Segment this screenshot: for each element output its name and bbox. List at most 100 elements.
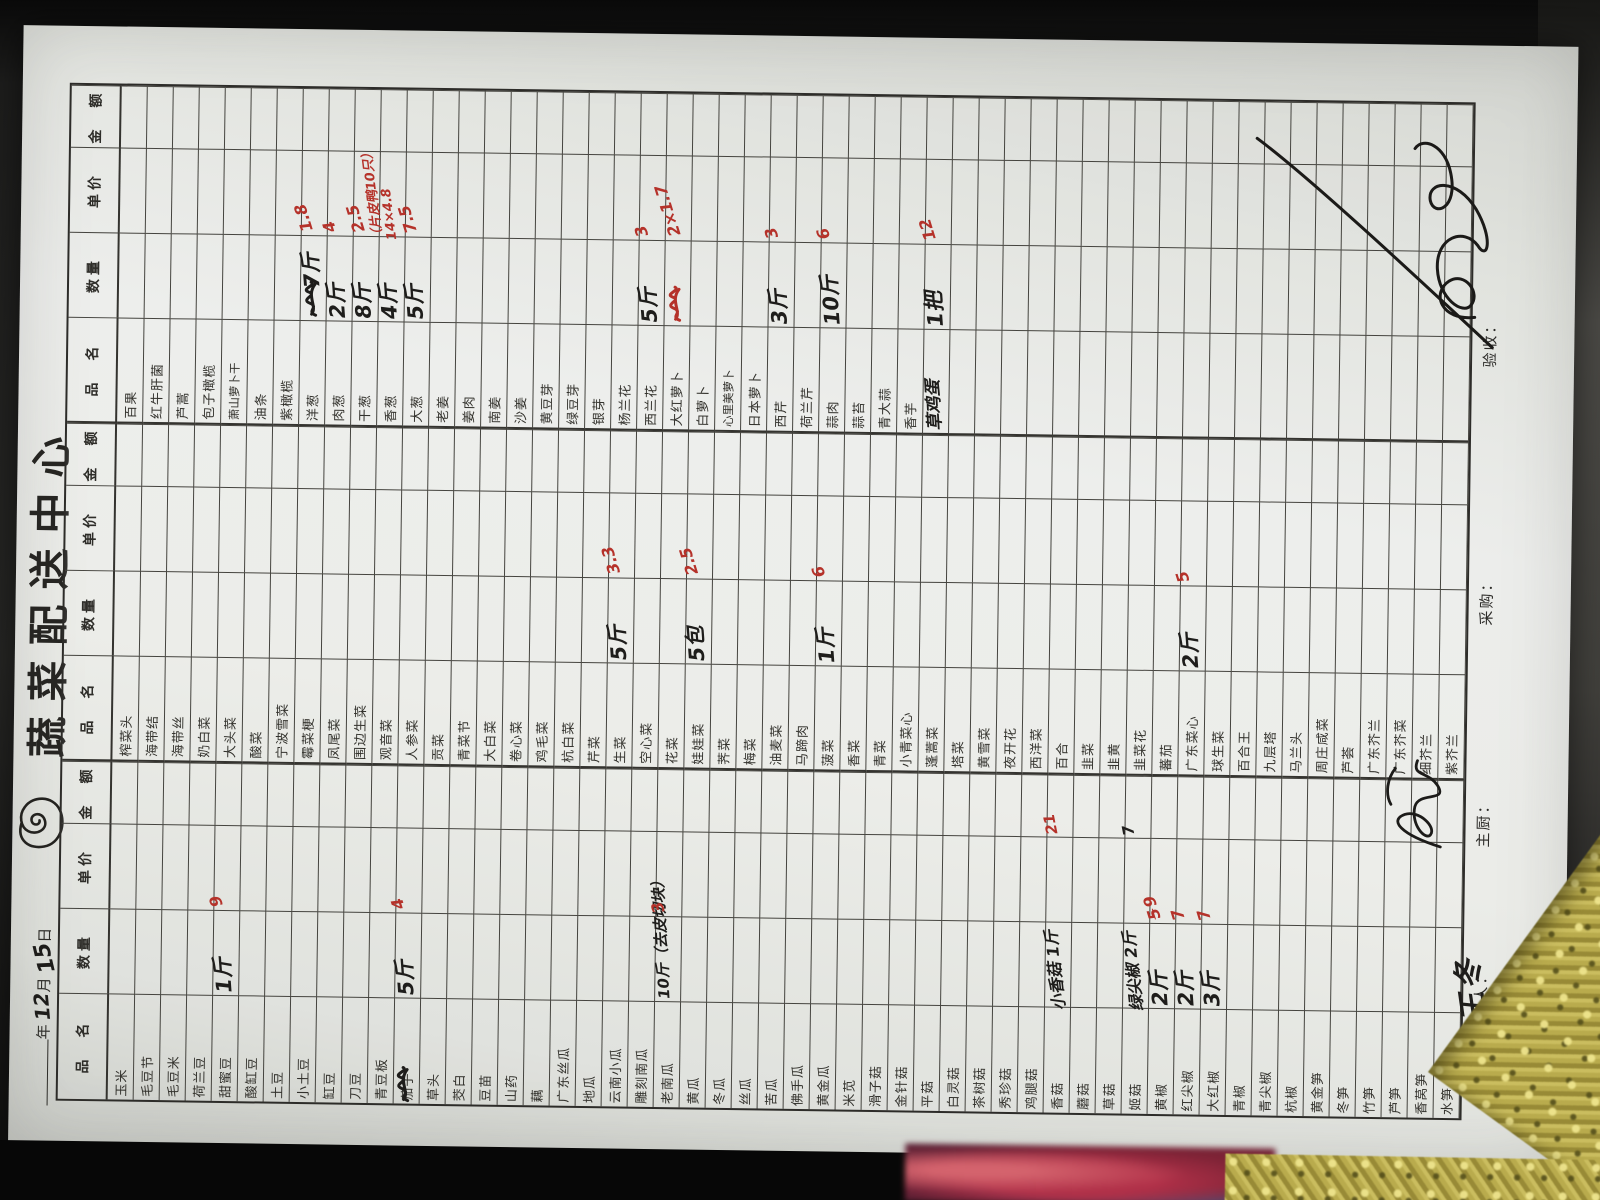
qty-cell: [1101, 584, 1129, 670]
qty-cell: [425, 574, 453, 661]
item-name-cell: [1208, 332, 1237, 440]
qty-cell: [785, 917, 813, 1004]
acceptor-label: 验收：: [1481, 316, 1500, 368]
item-name-cell: 黄椒: [1147, 1007, 1176, 1115]
price-cell: [526, 829, 554, 915]
qty-cell: [1045, 921, 1073, 1007]
price-cell: [1081, 160, 1109, 247]
price-cell: [275, 149, 303, 236]
amount-cell: [787, 770, 815, 834]
item-name-cell: 鸡毛菜: [528, 661, 556, 768]
amount-cell: [922, 434, 950, 498]
amount-cell: [1151, 775, 1179, 839]
item-name-cell: 海带丝: [164, 656, 192, 763]
order-table: 品 名数量 单价金 额品 名数量 单价金 额品 名数量 单价金 额玉米 榨菜头 百果 毛豆节…: [55, 82, 1476, 1121]
item-name-cell: 青菜: [866, 665, 894, 773]
item-name-cell: 韭菜: [1074, 668, 1102, 776]
item-name-cell: 芦笋: [1381, 1011, 1409, 1118]
amount-cell: [1255, 777, 1283, 840]
item-name-cell: 姜肉: [455, 322, 483, 429]
amount-cell: [194, 424, 222, 487]
qty-cell: [1418, 250, 1446, 336]
price-cell: [656, 831, 684, 917]
amount-cell: [1104, 437, 1131, 500]
item-name-cell: 草菇: [1095, 1007, 1124, 1114]
price-cell: [457, 152, 485, 238]
qty-cell: [1106, 246, 1134, 332]
item-name-cell: 围边生菜: [346, 658, 374, 766]
qty-cell: [1392, 250, 1420, 336]
amount-cell: [891, 772, 919, 835]
price-cell: [1128, 499, 1157, 585]
amount-cell: [1203, 776, 1231, 840]
item-name-cell: 百合: [1048, 668, 1076, 775]
item-name-cell: 细芥兰: [1412, 673, 1440, 780]
column-header: 数量: [68, 231, 120, 318]
price-cell: [1102, 499, 1131, 585]
price-cell: [604, 830, 632, 916]
price-cell: [483, 152, 511, 238]
amount-cell: [1420, 103, 1448, 166]
item-name-cell: [1026, 330, 1055, 437]
amount-cell: [527, 767, 555, 830]
price-cell: [349, 488, 377, 575]
amount-cell: [1368, 102, 1396, 166]
item-name-cell: 苦瓜: [757, 1002, 786, 1109]
qty-cell: [1309, 587, 1337, 673]
amount-cell: [666, 93, 694, 156]
amount-cell: [198, 86, 226, 149]
amount-cell: [874, 96, 902, 159]
item-name-cell: 老姜: [429, 321, 457, 429]
amount-cell: [974, 435, 1001, 498]
qty-cell: [1028, 245, 1056, 331]
amount-cell: [1026, 436, 1053, 499]
qty-cell: [789, 579, 817, 666]
amount-cell: [1411, 779, 1439, 842]
qty-cell: [243, 572, 272, 658]
amount-cell: [1338, 440, 1365, 503]
amount-cell: [328, 88, 356, 151]
amount-cell: [371, 765, 399, 828]
qty-cell: [841, 580, 869, 666]
item-name-cell: 银芽: [585, 323, 613, 431]
amount-cell: [1385, 779, 1413, 842]
item-name-cell: 宁波雪菜: [268, 657, 296, 764]
item-name-cell: [1104, 331, 1133, 438]
qty-cell: [1127, 584, 1155, 670]
price-cell: [968, 835, 996, 921]
qty-cell: [135, 908, 163, 995]
price-cell: [838, 833, 866, 919]
price-cell: [920, 496, 949, 583]
qty-cell: [603, 915, 631, 1001]
qty-cell: [716, 240, 744, 327]
qty-cell: [456, 237, 484, 323]
amount-cell: [822, 95, 850, 158]
amount-cell: [1260, 439, 1287, 502]
price-cell: [1384, 841, 1412, 927]
qty-cell: [976, 244, 1004, 330]
qty-cell: [655, 916, 683, 1002]
qty-cell: [1123, 922, 1151, 1008]
price-cell: [344, 826, 372, 913]
item-name-cell: 包子橄榄: [195, 318, 223, 425]
item-name-cell: 米苋: [835, 1003, 864, 1110]
price-cell: [1310, 502, 1339, 588]
price-cell: [1315, 164, 1343, 250]
price-cell: [245, 487, 273, 573]
qty-cell: [399, 574, 428, 660]
amount-cell: [714, 431, 742, 495]
amount-cell: [1182, 438, 1209, 501]
item-name-cell: 毛豆节: [133, 993, 162, 1101]
amount-cell: [740, 432, 768, 495]
price-cell: [271, 487, 299, 573]
column-header: 数量: [63, 569, 116, 656]
qty-cell: [1097, 922, 1125, 1008]
item-name-cell: 毛豆米: [159, 994, 188, 1101]
item-name-cell: 卷心菜: [502, 660, 530, 768]
item-name-cell: 油麦菜: [762, 664, 790, 771]
qty-cell: [1132, 246, 1160, 332]
qty-cell: [1153, 584, 1181, 671]
amount-cell: [926, 96, 954, 160]
column-header: 品 名: [62, 654, 114, 762]
qty-cell: [482, 237, 510, 323]
